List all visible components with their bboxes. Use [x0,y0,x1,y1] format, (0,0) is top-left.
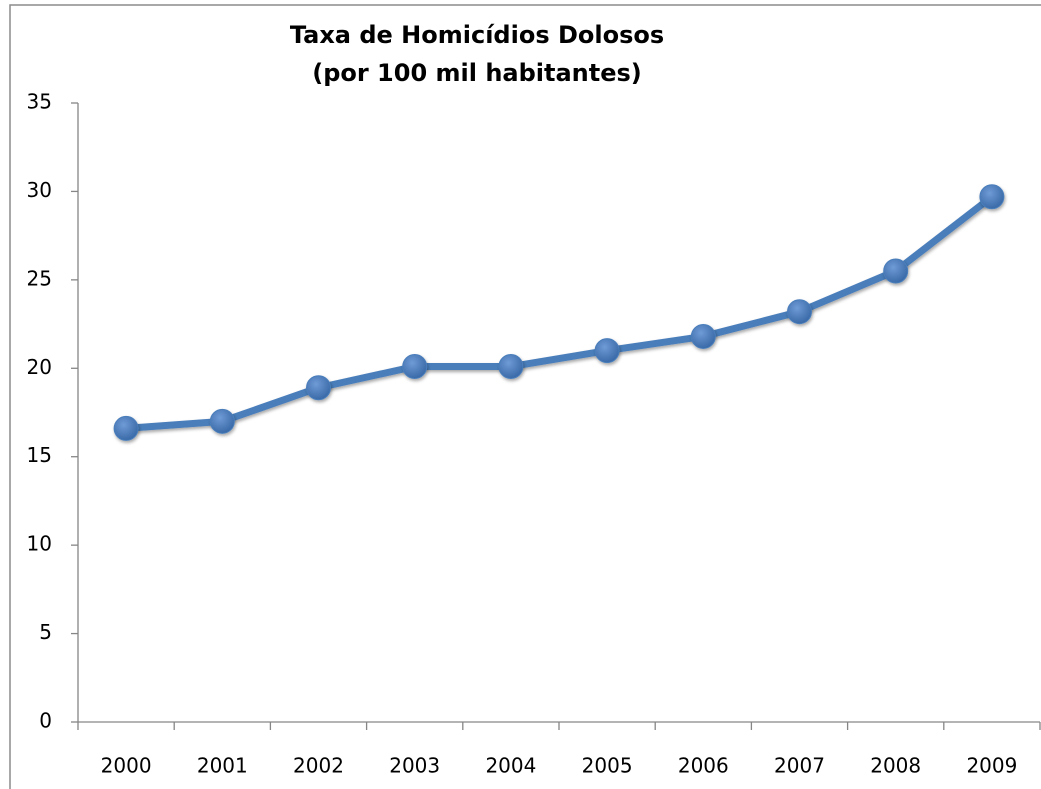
x-tick-label: 2004 [485,754,536,778]
point [690,323,716,349]
chart-frame [9,4,1041,789]
point [883,258,909,284]
y-tick-label: 0 [39,709,52,733]
x-tick-label: 2001 [197,754,248,778]
y-tick-label: 35 [27,90,52,114]
point [787,299,812,325]
y-tick-label: 30 [27,178,52,202]
x-tick-label: 2006 [678,754,729,778]
point [306,375,331,401]
y-tick-label: 15 [27,443,52,467]
x-tick-label: 2008 [870,754,921,778]
chart-title: Taxa de Homicídios Dolosos [290,21,664,49]
x-tick-label: 2000 [101,754,152,778]
x-tick-label: 2007 [774,754,825,778]
x-tick-label: 2005 [582,754,633,778]
y-tick-label: 10 [27,532,52,556]
x-tick-label: 2009 [966,754,1017,778]
y-tick-label: 25 [27,266,52,290]
chart-subtitle: (por 100 mil habitantes) [312,59,642,87]
x-tick-label: 2002 [293,754,344,778]
point [498,354,524,380]
point [113,415,139,441]
series-line [125,193,995,432]
point [209,408,235,434]
point [402,354,428,380]
point [979,184,1005,210]
x-tick-label: 2003 [389,754,440,778]
y-tick-label: 5 [39,620,52,644]
y-tick-label: 20 [27,355,52,379]
point [594,338,620,364]
